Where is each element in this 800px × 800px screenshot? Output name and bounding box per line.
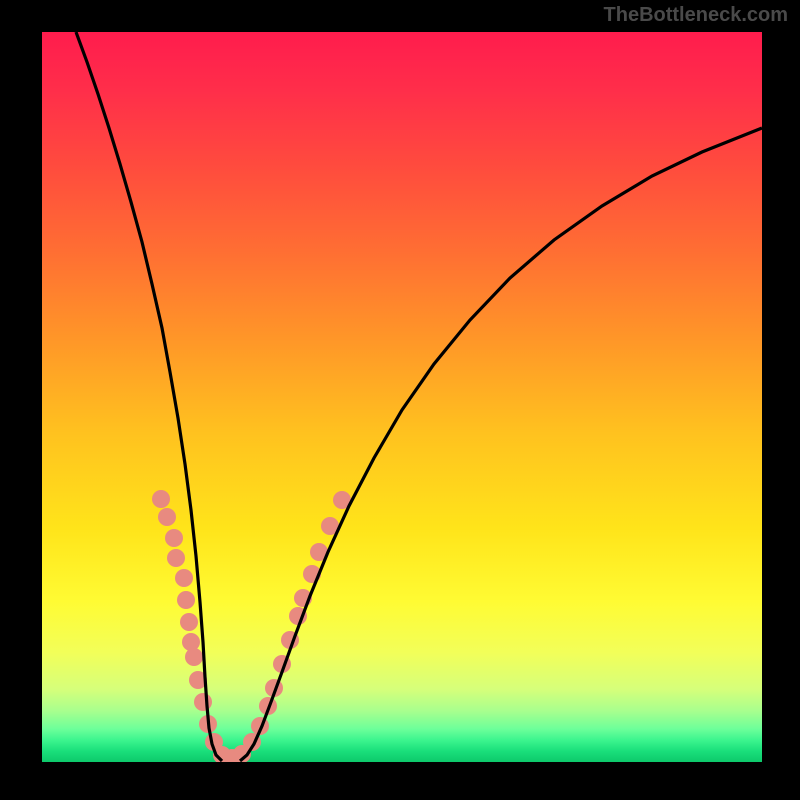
data-marker (167, 549, 185, 567)
watermark-text: TheBottleneck.com (604, 4, 788, 27)
data-marker (165, 529, 183, 547)
curve-right-branch (240, 128, 762, 761)
curve-layer (42, 32, 762, 762)
data-marker (182, 633, 200, 651)
data-marker (158, 508, 176, 526)
data-marker (152, 490, 170, 508)
data-marker (175, 569, 193, 587)
marker-group (152, 490, 351, 762)
data-marker (177, 591, 195, 609)
data-marker (194, 693, 212, 711)
plot-area (42, 32, 762, 762)
data-marker (185, 648, 203, 666)
data-marker (180, 613, 198, 631)
